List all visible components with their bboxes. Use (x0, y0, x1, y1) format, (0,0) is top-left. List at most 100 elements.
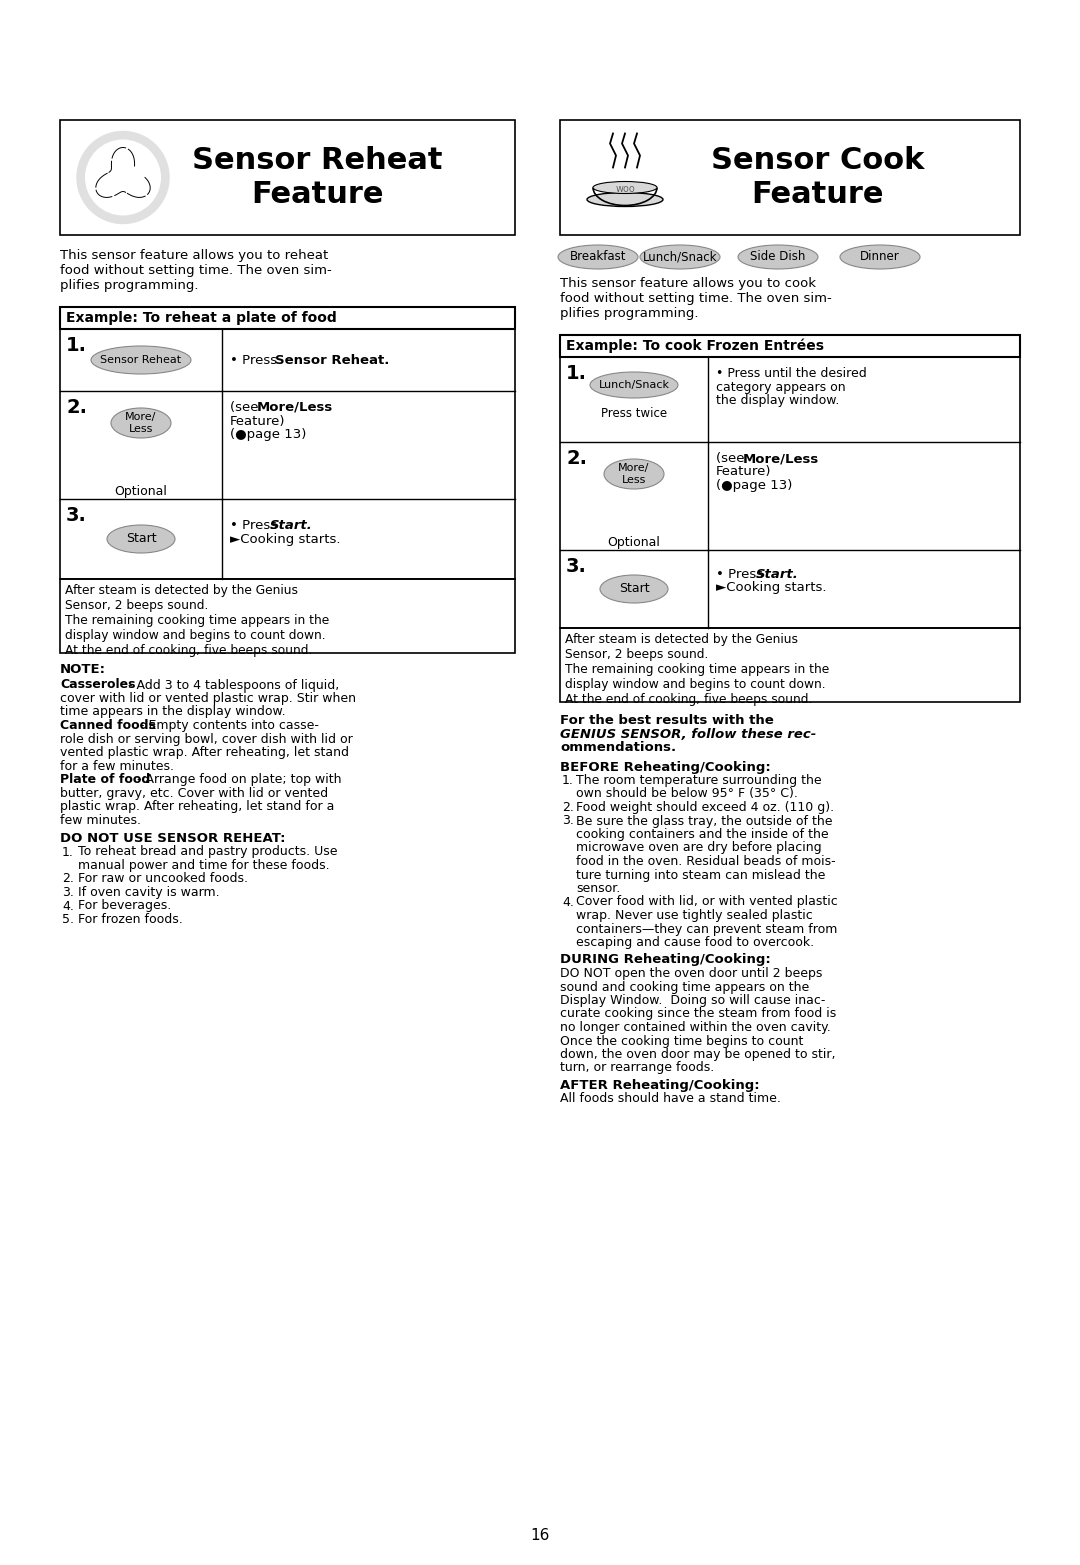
Text: 2.: 2. (562, 801, 573, 814)
Text: More/
Less: More/ Less (619, 463, 650, 485)
Text: • Press until the desired: • Press until the desired (716, 368, 867, 380)
Text: Sensor Reheat
Feature: Sensor Reheat Feature (192, 146, 443, 208)
Text: 1.: 1. (66, 336, 87, 355)
Text: Start: Start (125, 532, 157, 546)
Text: GENIUS SENSOR, follow these rec-: GENIUS SENSOR, follow these rec- (561, 728, 816, 740)
Text: 3.: 3. (562, 814, 573, 828)
Text: sound and cooking time appears on the: sound and cooking time appears on the (561, 981, 809, 994)
Text: For the best results with the: For the best results with the (561, 714, 773, 728)
Bar (561, 335, 1020, 357)
Text: (●page 13): (●page 13) (230, 427, 307, 441)
Text: for a few minutes.: for a few minutes. (60, 759, 174, 773)
Text: ommendations.: ommendations. (561, 740, 676, 754)
Ellipse shape (588, 192, 663, 207)
Ellipse shape (107, 524, 175, 552)
Bar (60, 121, 515, 235)
Text: All foods should have a stand time.: All foods should have a stand time. (561, 1092, 781, 1105)
Text: Start.: Start. (756, 568, 799, 581)
Text: More/
Less: More/ Less (125, 412, 157, 434)
Ellipse shape (600, 574, 669, 603)
Ellipse shape (604, 459, 664, 488)
Text: 3.: 3. (66, 505, 86, 524)
Text: containers—they can prevent steam from: containers—they can prevent steam from (576, 922, 837, 936)
Text: DURING Reheating/Cooking:: DURING Reheating/Cooking: (561, 953, 771, 967)
Text: down, the oven door may be opened to stir,: down, the oven door may be opened to sti… (561, 1049, 836, 1061)
Text: Once the cooking time begins to count: Once the cooking time begins to count (561, 1034, 804, 1047)
Ellipse shape (111, 408, 171, 438)
Text: Feature): Feature) (230, 415, 285, 427)
Ellipse shape (593, 182, 657, 194)
Text: - Arrange food on plate; top with: - Arrange food on plate; top with (133, 773, 341, 786)
Text: Dinner: Dinner (860, 250, 900, 263)
Text: escaping and cause food to overcook.: escaping and cause food to overcook. (576, 936, 814, 948)
Text: woo: woo (616, 185, 635, 194)
Text: vented plastic wrap. After reheating, let stand: vented plastic wrap. After reheating, le… (60, 747, 349, 759)
Text: curate cooking since the steam from food is: curate cooking since the steam from food… (561, 1008, 836, 1020)
Text: This sensor feature allows you to cook
food without setting time. The oven sim-
: This sensor feature allows you to cook f… (561, 277, 832, 319)
Bar (561, 357, 1020, 628)
Ellipse shape (840, 246, 920, 269)
Ellipse shape (738, 246, 818, 269)
Text: The room temperature surrounding the: The room temperature surrounding the (576, 775, 822, 787)
Text: Sensor Cook
Feature: Sensor Cook Feature (712, 146, 924, 208)
Text: Canned foods: Canned foods (60, 718, 156, 732)
Text: Example: To cook Frozen Entrées: Example: To cook Frozen Entrées (566, 338, 824, 354)
Ellipse shape (558, 246, 638, 269)
Text: turn, or rearrange foods.: turn, or rearrange foods. (561, 1061, 714, 1075)
Text: After steam is detected by the Genius
Sensor, 2 beeps sound.
The remaining cooki: After steam is detected by the Genius Se… (565, 632, 829, 706)
Text: 2.: 2. (62, 873, 73, 886)
Bar (60, 329, 515, 579)
Text: Breakfast: Breakfast (570, 250, 626, 263)
Text: AFTER Reheating/Cooking:: AFTER Reheating/Cooking: (561, 1078, 759, 1092)
Text: sensor.: sensor. (576, 883, 620, 895)
Text: - Empty contents into casse-: - Empty contents into casse- (136, 718, 319, 732)
Circle shape (85, 139, 161, 216)
Text: Lunch/Snack: Lunch/Snack (643, 250, 717, 263)
Text: • Press: • Press (230, 354, 282, 366)
Text: Casseroles: Casseroles (60, 679, 135, 692)
Text: After steam is detected by the Genius
Sensor, 2 beeps sound.
The remaining cooki: After steam is detected by the Genius Se… (65, 584, 329, 657)
Text: 1.: 1. (562, 775, 573, 787)
Text: For beverages.: For beverages. (78, 900, 172, 912)
Text: For frozen foods.: For frozen foods. (78, 912, 183, 926)
Text: the display window.: the display window. (716, 394, 839, 407)
Text: 16: 16 (530, 1527, 550, 1543)
Text: DO NOT USE SENSOR REHEAT:: DO NOT USE SENSOR REHEAT: (60, 833, 285, 845)
Text: Start.: Start. (270, 520, 313, 532)
Ellipse shape (91, 346, 191, 374)
Text: cover with lid or vented plastic wrap. Stir when: cover with lid or vented plastic wrap. S… (60, 692, 356, 704)
Text: (see: (see (716, 452, 748, 465)
Text: no longer contained within the oven cavity.: no longer contained within the oven cavi… (561, 1020, 831, 1034)
Ellipse shape (590, 372, 678, 398)
Text: plastic wrap. After reheating, let stand for a: plastic wrap. After reheating, let stand… (60, 800, 335, 812)
Text: Side Dish: Side Dish (751, 250, 806, 263)
Text: few minutes.: few minutes. (60, 814, 141, 826)
Bar (60, 579, 515, 653)
Text: ►Cooking starts.: ►Cooking starts. (716, 582, 826, 595)
Bar (60, 307, 515, 329)
Ellipse shape (640, 246, 720, 269)
Text: Sensor Reheat.: Sensor Reheat. (275, 354, 390, 366)
Text: This sensor feature allows you to reheat
food without setting time. The oven sim: This sensor feature allows you to reheat… (60, 249, 332, 293)
Text: Example: To reheat a plate of food: Example: To reheat a plate of food (66, 311, 337, 326)
Text: cooking containers and the inside of the: cooking containers and the inside of the (576, 828, 828, 840)
Text: own should be below 95° F (35° C).: own should be below 95° F (35° C). (576, 787, 798, 801)
Text: food in the oven. Residual beads of mois-: food in the oven. Residual beads of mois… (576, 854, 836, 869)
Text: Start: Start (619, 582, 649, 596)
Text: • Press: • Press (716, 568, 768, 581)
Text: ture turning into steam can mislead the: ture turning into steam can mislead the (576, 869, 825, 881)
Text: ►Cooking starts.: ►Cooking starts. (230, 532, 340, 546)
Bar (561, 628, 1020, 703)
Text: category appears on: category appears on (716, 380, 846, 393)
Text: BEFORE Reheating/Cooking:: BEFORE Reheating/Cooking: (561, 761, 771, 773)
Text: 5.: 5. (62, 912, 75, 926)
Text: • Press: • Press (230, 520, 282, 532)
Text: Optional: Optional (114, 485, 167, 498)
Text: 4.: 4. (62, 900, 73, 912)
Text: Plate of food: Plate of food (60, 773, 150, 786)
Text: manual power and time for these foods.: manual power and time for these foods. (78, 859, 329, 872)
Text: Cover food with lid, or with vented plastic: Cover food with lid, or with vented plas… (576, 895, 838, 909)
Text: Food weight should exceed 4 oz. (110 g).: Food weight should exceed 4 oz. (110 g). (576, 801, 834, 814)
Text: (see: (see (230, 401, 262, 415)
Text: To reheat bread and pastry products. Use: To reheat bread and pastry products. Use (78, 845, 337, 859)
